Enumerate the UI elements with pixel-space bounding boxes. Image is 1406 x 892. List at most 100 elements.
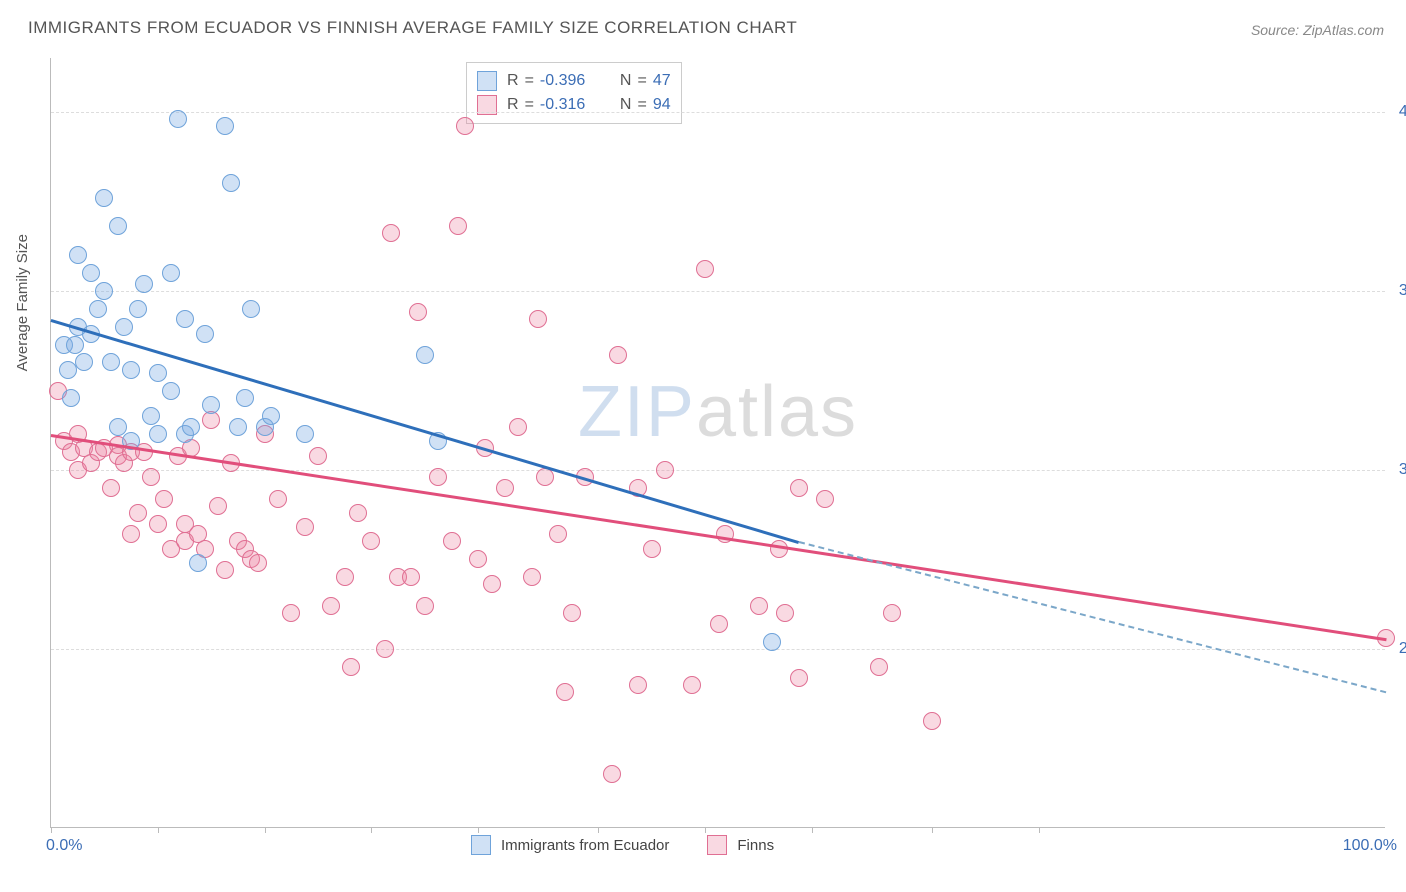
source-attribution: Source: ZipAtlas.com [1251, 22, 1384, 38]
chart-plot-area: ZIPatlas R = -0.396 N = 47 R = -0.316 N … [50, 58, 1385, 828]
data-point-finns [402, 568, 420, 586]
data-point-ecuador [95, 189, 113, 207]
data-point-ecuador [182, 418, 200, 436]
gridline [51, 649, 1385, 650]
data-point-finns [776, 604, 794, 622]
data-point-ecuador [82, 264, 100, 282]
data-point-ecuador [75, 353, 93, 371]
data-point-finns [923, 712, 941, 730]
data-point-finns [483, 575, 501, 593]
data-point-ecuador [236, 389, 254, 407]
data-point-ecuador [262, 407, 280, 425]
data-point-finns [696, 260, 714, 278]
data-point-finns [790, 669, 808, 687]
x-tick [598, 827, 599, 833]
gridline [51, 112, 1385, 113]
equals-icon: = [525, 72, 534, 90]
x-tick [1039, 827, 1040, 833]
data-point-ecuador [176, 310, 194, 328]
y-tick-label: 3.00 [1399, 461, 1406, 479]
data-point-finns [536, 468, 554, 486]
legend-n-value-ecuador: 47 [653, 72, 671, 90]
legend-swatch-finns [707, 835, 727, 855]
data-point-finns [122, 525, 140, 543]
data-point-finns [322, 597, 340, 615]
x-tick [932, 827, 933, 833]
data-point-finns [349, 504, 367, 522]
data-point-ecuador [149, 425, 167, 443]
data-point-finns [629, 676, 647, 694]
data-point-finns [496, 479, 514, 497]
data-point-ecuador [162, 382, 180, 400]
data-point-ecuador [102, 353, 120, 371]
x-axis-max-label: 100.0% [1343, 837, 1397, 855]
data-point-finns [429, 468, 447, 486]
legend-row-finns: R = -0.316 N = 94 [477, 93, 671, 117]
data-point-finns [216, 561, 234, 579]
data-point-ecuador [222, 174, 240, 192]
data-point-ecuador [169, 110, 187, 128]
y-tick-label: 2.50 [1399, 640, 1406, 658]
data-point-ecuador [416, 346, 434, 364]
data-point-finns [155, 490, 173, 508]
y-tick-label: 4.00 [1399, 103, 1406, 121]
data-point-ecuador [216, 117, 234, 135]
data-point-ecuador [162, 264, 180, 282]
chart-title: IMMIGRANTS FROM ECUADOR VS FINNISH AVERA… [28, 18, 797, 38]
x-tick [812, 827, 813, 833]
data-point-finns [443, 532, 461, 550]
data-point-finns [683, 676, 701, 694]
trend-line [51, 434, 1386, 641]
watermark-part-b: atlas [696, 372, 858, 452]
x-tick [158, 827, 159, 833]
x-tick [265, 827, 266, 833]
data-point-finns [282, 604, 300, 622]
x-tick [51, 827, 52, 833]
legend-label-finns: Finns [737, 837, 774, 854]
data-point-finns [870, 658, 888, 676]
data-point-finns [416, 597, 434, 615]
data-point-finns [656, 461, 674, 479]
data-point-finns [816, 490, 834, 508]
legend-swatch-ecuador [471, 835, 491, 855]
data-point-finns [456, 117, 474, 135]
data-point-ecuador [129, 300, 147, 318]
legend-swatch-ecuador [477, 71, 497, 91]
gridline [51, 291, 1385, 292]
data-point-finns [790, 479, 808, 497]
data-point-finns [362, 532, 380, 550]
data-point-finns [102, 479, 120, 497]
data-point-finns [409, 303, 427, 321]
data-point-finns [750, 597, 768, 615]
data-point-finns [609, 346, 627, 364]
data-point-ecuador [122, 361, 140, 379]
data-point-ecuador [62, 389, 80, 407]
data-point-ecuador [69, 246, 87, 264]
data-point-finns [269, 490, 287, 508]
correlation-legend: R = -0.396 N = 47 R = -0.316 N = 94 [466, 62, 682, 124]
data-point-finns [129, 504, 147, 522]
data-point-finns [342, 658, 360, 676]
data-point-finns [556, 683, 574, 701]
x-tick [478, 827, 479, 833]
y-axis-title: Average Family Size [14, 234, 31, 371]
data-point-ecuador [109, 217, 127, 235]
data-point-finns [336, 568, 354, 586]
data-point-ecuador [142, 407, 160, 425]
watermark: ZIPatlas [578, 371, 858, 453]
legend-n-label: N [620, 72, 632, 90]
data-point-ecuador [135, 275, 153, 293]
legend-r-label: R [507, 72, 519, 90]
data-point-finns [509, 418, 527, 436]
data-point-ecuador [66, 336, 84, 354]
data-point-finns [563, 604, 581, 622]
equals-icon: = [637, 72, 646, 90]
data-point-finns [142, 468, 160, 486]
data-point-finns [529, 310, 547, 328]
watermark-part-a: ZIP [578, 372, 696, 452]
series-legend: Immigrants from Ecuador Finns [471, 835, 774, 855]
data-point-finns [883, 604, 901, 622]
data-point-finns [449, 217, 467, 235]
legend-label-ecuador: Immigrants from Ecuador [501, 837, 669, 854]
data-point-finns [382, 224, 400, 242]
